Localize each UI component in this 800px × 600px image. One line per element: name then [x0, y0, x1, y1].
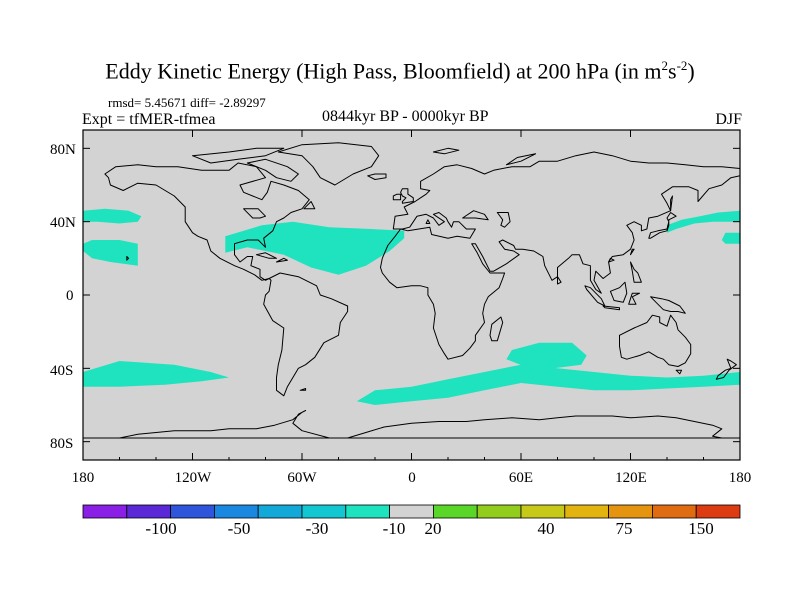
colorbar-box	[170, 504, 215, 519]
colorbar-box	[608, 504, 653, 519]
lat-label-0: 0	[66, 288, 74, 304]
colorbar-box	[257, 504, 303, 519]
taiwan-coast	[630, 248, 635, 256]
period-label: 0844kyr BP - 0000kyr BP	[322, 108, 489, 125]
lat-label-80n: 80N	[50, 142, 76, 158]
philippines-coast	[630, 261, 642, 283]
australia-coast	[619, 314, 692, 367]
colorbar-label-minus50: -50	[227, 519, 251, 538]
lat-label-40n: 40N	[50, 215, 76, 231]
season-label: DJF	[715, 111, 742, 128]
japan-coast	[648, 212, 677, 239]
colorbar-box	[389, 504, 434, 519]
new-zealand-coast	[715, 358, 737, 380]
colorbar-box	[652, 504, 697, 519]
southern-ocean-east-anomaly	[356, 364, 740, 405]
great-lakes-coast	[243, 208, 266, 219]
experiment-label: Expt = tfMER-tfmea	[82, 111, 216, 128]
falklands-coast	[299, 388, 307, 391]
hispaniola-coast	[276, 257, 288, 263]
northeast-pacific-anomaly	[83, 240, 138, 266]
cuba-coast	[255, 252, 277, 259]
svalbard-coast	[432, 147, 460, 155]
britain-coast	[400, 188, 414, 204]
colorbar-box	[695, 504, 741, 519]
colorbar-label-minus30: -30	[305, 519, 329, 538]
colorbar-label-minus100: -100	[145, 519, 177, 538]
hawaii-coast	[126, 256, 130, 261]
north-pacific-west-anomaly	[667, 210, 740, 233]
south-america-coast	[263, 272, 349, 397]
lat-label-40s: 40S	[50, 363, 74, 379]
colorbar-label-minus10: -10	[382, 519, 406, 538]
map-background	[83, 130, 740, 460]
newfoundland-coast	[303, 201, 316, 210]
eurasia-africa-coast	[380, 151, 741, 360]
colorbar-box	[432, 504, 478, 519]
baffin-island-coast	[246, 158, 299, 182]
caspian-sea-coast	[496, 212, 511, 228]
south-indian-anomaly	[506, 342, 587, 369]
black-sea-coast	[462, 210, 489, 221]
colorbar-box	[126, 504, 172, 519]
lon-label-180w: 180	[71, 470, 95, 486]
sardinia-coast	[425, 219, 431, 224]
lon-label-60e: 60E	[508, 470, 534, 486]
novaya-zemlya-coast	[505, 153, 537, 166]
colorbar-box	[476, 504, 522, 519]
map-frame	[82, 129, 741, 461]
colorbar-label-40: 40	[537, 519, 555, 538]
north-america-coast	[104, 162, 310, 281]
plot-title: Eddy Kinetic Energy (High Pass, Bloomfie…	[105, 58, 695, 84]
colorbar-box	[564, 504, 609, 519]
antarctica-coast	[82, 410, 741, 439]
colorbar-box	[345, 504, 390, 519]
lon-label-0: 0	[408, 470, 416, 486]
arctic-islands-coast	[192, 147, 285, 164]
ireland-coast	[392, 193, 402, 201]
colorbar-box	[82, 504, 128, 519]
lat-label-80s: 80S	[50, 436, 74, 452]
north-atlantic-anomaly	[225, 221, 405, 275]
colorbar-label-75: 75	[615, 519, 633, 538]
lon-label-180e: 180	[728, 470, 752, 486]
lon-label-60w: 60W	[287, 470, 317, 486]
colorbar-label-20: 20	[424, 519, 442, 538]
sakhalin-coast	[670, 195, 673, 212]
sri-lanka-coast	[557, 276, 562, 285]
far-east-pacific-anomaly	[721, 232, 740, 244]
tasmania-coast	[675, 369, 683, 375]
java-coast	[602, 305, 620, 311]
lon-label-120e: 120E	[615, 470, 647, 486]
southern-ocean-west-anomaly	[83, 361, 229, 387]
madagascar-coast	[489, 316, 504, 342]
iceland-coast	[367, 173, 387, 180]
colorbar-box	[520, 504, 566, 519]
hainan-coast	[608, 257, 615, 263]
stats-text: rmsd= 5.45671 diff= -2.89297	[108, 95, 266, 110]
new-guinea-coast	[650, 296, 686, 314]
greenland-coast	[277, 142, 380, 186]
north-pacific-east-anomaly	[83, 208, 142, 224]
lon-label-120w: 120W	[174, 470, 212, 486]
sulawesi-coast	[628, 292, 641, 305]
colorbar-box	[213, 504, 259, 519]
colorbar-label-150: 150	[688, 519, 714, 538]
borneo-coast	[609, 281, 628, 303]
colorbar-box	[301, 504, 347, 519]
